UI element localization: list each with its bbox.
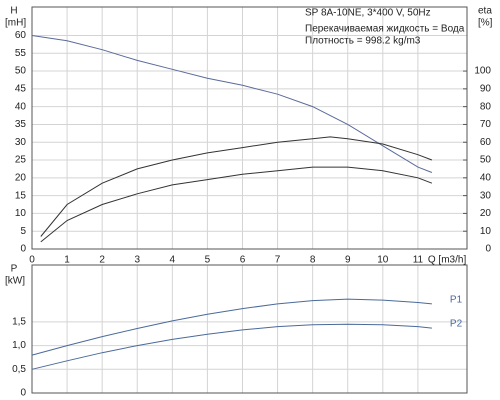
y2-tick-label: 70 (480, 119, 492, 130)
y2-tick-label: 40 (480, 172, 492, 183)
y2-tick-label: 0 (485, 244, 491, 255)
x-tick-label: 5 (205, 255, 211, 266)
y2-tick-label: 10 (480, 226, 492, 237)
y-tick-label: 0,5 (12, 364, 26, 375)
x-tick-label: 8 (310, 255, 316, 266)
y2-axis-label: eta (478, 6, 492, 17)
series-label: P1 (450, 295, 463, 306)
curve (40, 136, 433, 237)
x-tick-label: 9 (345, 255, 351, 266)
y-tick-label: 1,0 (12, 340, 26, 351)
y2-tick-label: 100 (474, 66, 491, 77)
x-tick-label: 1 (64, 255, 70, 266)
series-label: P2 (450, 319, 463, 330)
y-tick-label: 20 (15, 172, 27, 183)
y2-axis-unit: [%] (478, 18, 493, 29)
y-tick-label: 25 (15, 155, 27, 166)
x-axis-label: Q [m3/h] (428, 255, 467, 266)
plot-frame (31, 6, 468, 250)
y-tick-label: 55 (15, 48, 27, 59)
y-tick-label: 40 (15, 101, 27, 112)
y-axis-unit: [mH] (5, 18, 26, 29)
y-tick-label: 45 (15, 83, 27, 94)
y-tick-label: 50 (15, 66, 27, 77)
y2-tick-label: 90 (480, 83, 492, 94)
y-axis-unit: [kW] (5, 276, 25, 287)
y2-tick-label: 30 (480, 190, 492, 201)
y2-tick-label: 50 (480, 155, 492, 166)
y-tick-label: 15 (15, 190, 27, 201)
y-tick-label: 0 (20, 388, 26, 399)
x-tick-label: 7 (275, 255, 281, 266)
x-tick-label: 3 (134, 255, 140, 266)
y2-tick-label: 60 (480, 137, 492, 148)
x-tick-label: 10 (377, 255, 389, 266)
x-tick-label: 6 (240, 255, 246, 266)
x-tick-label: 2 (99, 255, 105, 266)
y-tick-label: 0 (20, 244, 26, 255)
y-axis-label: P (11, 264, 18, 275)
y2-tick-label: 20 (480, 208, 492, 219)
y-axis-label: H (10, 6, 17, 17)
chart-title: SP 8A-10NE, 3*400 V, 50Hz (305, 8, 431, 19)
y-tick-label: 1,5 (12, 317, 26, 328)
y-tick-label: 10 (15, 208, 27, 219)
curve (31, 298, 432, 356)
curve (31, 323, 432, 370)
y-tick-label: 60 (15, 30, 27, 41)
curve (40, 166, 433, 243)
annotation: Перекачиваемая жидкость = Вода (305, 24, 465, 35)
y-tick-label: 5 (20, 226, 26, 237)
y-tick-label: 30 (15, 137, 27, 148)
x-tick-label: 0 (29, 255, 35, 266)
y-tick-label: 35 (15, 119, 27, 130)
x-tick-label: 4 (170, 255, 176, 266)
annotation: Плотность = 998.2 kg/m3 (305, 36, 421, 47)
x-tick-label: 11 (413, 255, 424, 266)
plot-frame (31, 264, 468, 394)
y2-tick-label: 80 (480, 101, 492, 112)
curve (31, 35, 433, 173)
